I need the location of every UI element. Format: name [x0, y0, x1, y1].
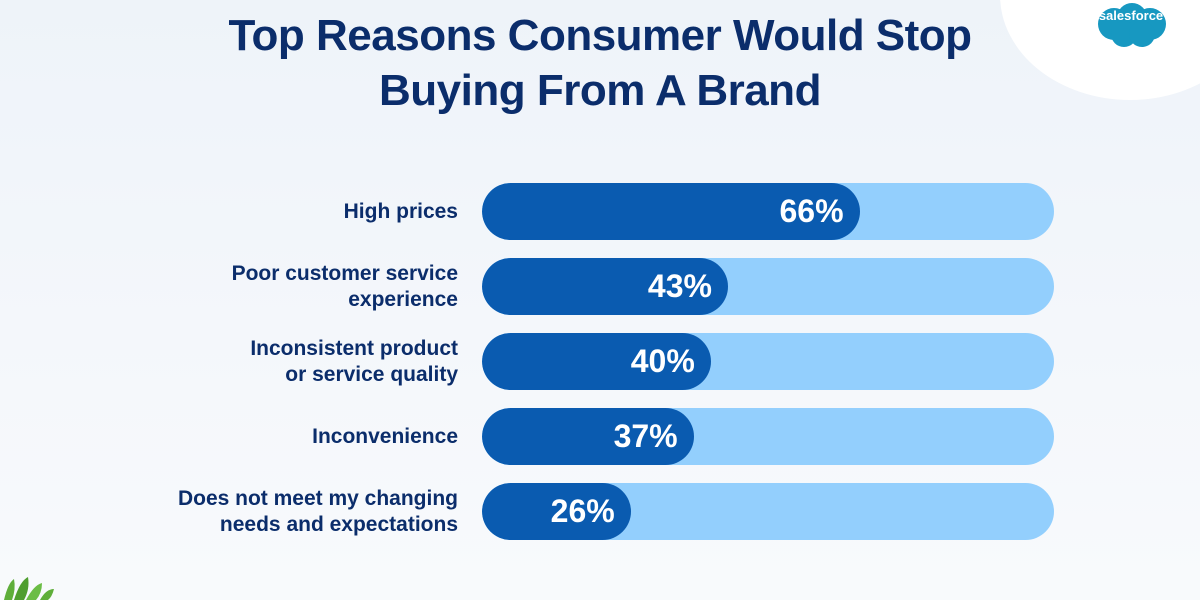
bar-track: 40%	[482, 333, 1054, 390]
bar	[482, 183, 860, 240]
data-label: 37%	[613, 418, 678, 454]
data-label: 66%	[779, 193, 844, 229]
category-label-line: experience	[348, 287, 458, 311]
bar	[482, 483, 631, 540]
category-label-line: Poor customer service	[231, 261, 458, 285]
plant-decoration	[4, 577, 54, 600]
logo-text: salesforce	[1098, 8, 1164, 23]
category-label: Poor customer service experience	[100, 261, 458, 313]
category-label-line: or service quality	[285, 362, 458, 386]
salesforce-logo	[1098, 3, 1166, 47]
bar-track: 43%	[482, 258, 1054, 315]
bar	[482, 408, 694, 465]
bar-track: 66%	[482, 183, 1054, 240]
bar-track: 37%	[482, 408, 1054, 465]
chart-title: Top Reasons Consumer Would Stop Buying F…	[228, 11, 972, 115]
bar	[482, 258, 728, 315]
category-label: Does not meet my changing needs and expec…	[100, 486, 458, 538]
category-label-line: Inconsistent product	[250, 336, 458, 360]
bar-track: 26%	[482, 483, 1054, 540]
category-label-line: Inconvenience	[312, 424, 458, 448]
category-label: Inconsistent product or service quality	[100, 336, 458, 388]
category-label-line: High prices	[343, 199, 458, 223]
data-label: 26%	[550, 493, 615, 529]
bar	[482, 333, 711, 390]
category-label-line: Does not meet my changing	[177, 486, 458, 510]
category-label: Inconvenience	[100, 424, 458, 450]
category-label: High prices	[100, 199, 458, 225]
category-label-line: needs and expectations	[219, 512, 458, 536]
data-label: 43%	[647, 268, 712, 304]
data-label: 40%	[630, 343, 695, 379]
